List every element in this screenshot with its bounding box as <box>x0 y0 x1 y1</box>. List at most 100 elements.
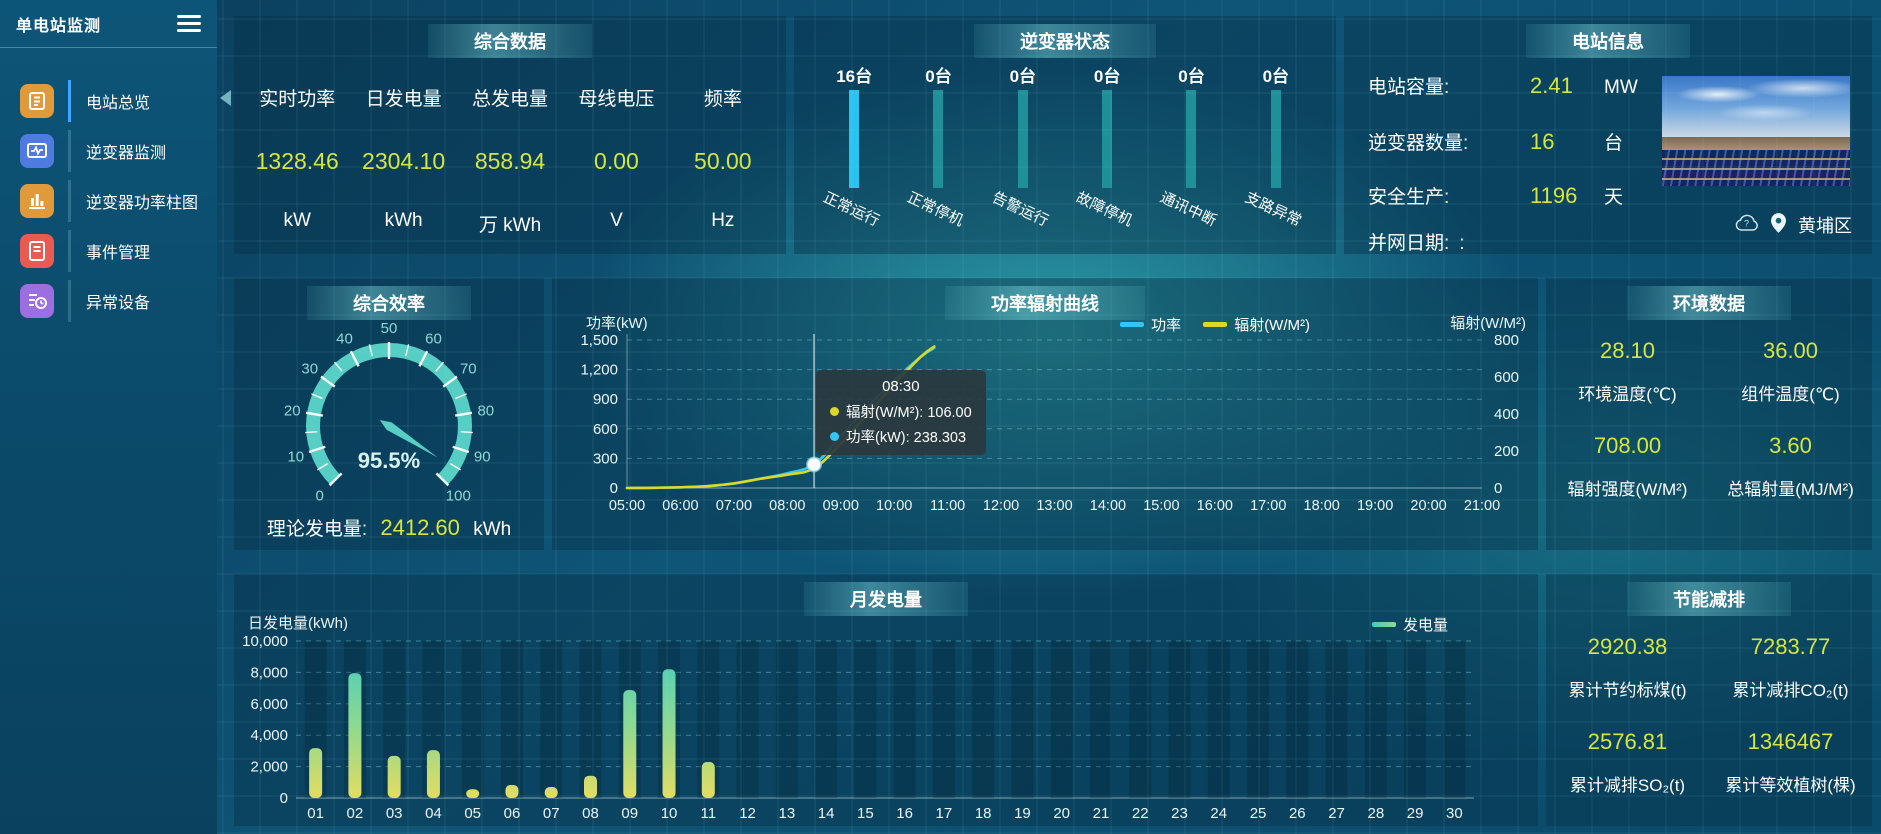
metric-unit: kW <box>283 210 311 231</box>
left-axis-tick-label: 1,200 <box>580 362 618 379</box>
sidebar-item-event-management[interactable]: 事件管理 <box>0 226 217 276</box>
category-shadow-band <box>1443 641 1466 798</box>
gauge-tick-label: 50 <box>381 320 398 337</box>
sidebar-item-inverter-monitor[interactable]: 逆变器监测 <box>0 126 217 176</box>
efficiency-gauge-chart[interactable]: 0 10 20 30 40 50 60 70 80 90 100 95.5% <box>234 308 544 512</box>
x-axis-tick-label: 13:00 <box>1036 498 1072 514</box>
category-shadow-band <box>1247 641 1270 798</box>
gauge-tick <box>454 411 473 417</box>
gauge-tick <box>320 375 336 388</box>
sidebar-item-label: 事件管理 <box>68 230 150 272</box>
y-axis-tick-label: 8,000 <box>250 664 288 681</box>
gauge-tick <box>308 445 326 454</box>
curve-legend: 功率 辐射(W/M²) <box>1120 314 1310 335</box>
sidebar-item-abnormal-device[interactable]: 异常设备 <box>0 276 217 326</box>
x-axis-tick-label: 12 <box>739 805 756 822</box>
collapse-panel-arrow[interactable] <box>220 90 231 106</box>
gauge-tick <box>460 430 473 434</box>
metric-unit: Hz <box>711 210 735 231</box>
inverter-count: 0台 <box>1009 67 1037 86</box>
saving-label: 累计减排CO₂(t) <box>1732 681 1849 700</box>
x-axis-tick-label: 29 <box>1407 805 1424 822</box>
summary-metric: 母线电压 0.00 V <box>563 62 669 246</box>
x-axis-tick-label: 10 <box>661 805 678 822</box>
station-row-label: 安全生产: <box>1368 187 1450 208</box>
right-axis-tick-label: 0 <box>1494 480 1502 497</box>
x-axis-tick-label: 30 <box>1446 805 1463 822</box>
theory-generation-unit: kWh <box>473 519 512 540</box>
sidebar: 单电站监测 电站总览 逆变器监测 逆变器功率柱图 事件管理 异常设备 <box>0 0 217 834</box>
power-radiation-line-chart[interactable]: 0 300 600 900 1,200 1,500 0 200 400 600 800 05:00 06… <box>552 278 1538 550</box>
gauge-tick <box>435 361 445 372</box>
panel-title: 综合效率 <box>307 286 471 320</box>
hamburger-menu-icon[interactable] <box>177 15 201 32</box>
right-axis-tick-label: 800 <box>1494 332 1519 349</box>
bar-day-03 <box>387 755 401 798</box>
inverter-count: 0台 <box>1262 67 1290 86</box>
environment-value: 36.00 <box>1762 338 1819 363</box>
x-axis-tick-label: 16:00 <box>1197 498 1233 514</box>
x-axis-tick-label: 08 <box>582 805 599 822</box>
environment-cell: 3.60 总辐射量(MJ/M²) <box>1709 429 1872 500</box>
inverter-status-column: 0台 告警运行 <box>981 56 1065 248</box>
monthly-generation-bar-chart[interactable]: 0 2,000 4,000 6,000 8,000 10,000 01 02 03 04 05 06 0… <box>234 574 1538 826</box>
category-shadow-band <box>932 641 955 798</box>
inverter-status-bar <box>849 90 860 188</box>
weather-cloud-icon[interactable]: ? <box>1735 214 1759 236</box>
x-axis-tick-label: 06:00 <box>662 498 698 514</box>
station-row-value: 16 <box>1530 129 1555 154</box>
inverter-count: 16台 <box>836 67 873 86</box>
x-axis-tick-label: 08:00 <box>769 498 805 514</box>
category-shadow-band <box>1207 641 1230 798</box>
x-axis-tick-label: 17:00 <box>1250 498 1286 514</box>
gauge-tick <box>405 344 410 357</box>
sidebar-item-station-overview[interactable]: 电站总览 <box>0 76 217 126</box>
environment-value: 28.10 <box>1599 338 1656 363</box>
metric-label: 频率 <box>703 89 742 110</box>
x-axis-tick-label: 23 <box>1171 805 1188 822</box>
metric-unit: V <box>610 210 623 231</box>
category-shadow-band <box>854 641 877 798</box>
bar-day-05 <box>466 789 480 798</box>
gauge-tick <box>450 463 461 471</box>
inverter-status-columns: 16台 正常运行 0台 正常停机 0台 告警运行 0台 故障停机 0台 通讯中断 0台 支路异常 <box>812 56 1318 248</box>
x-axis-tick-label: 05:00 <box>609 498 645 514</box>
inverter-status-column: 0台支路异常 <box>1234 56 1318 248</box>
station-info-row: 逆变器数量: 16 台 <box>1368 128 1623 155</box>
panel-title: 电站信息 <box>1526 24 1690 58</box>
saving-cell: 1346467 累计等效植树(棵) <box>1709 725 1872 796</box>
theory-generation-row: 理论发电量: 2412.60 kWh <box>234 514 544 541</box>
energy-saving-grid: 2920.38 累计节约标煤(t) 7283.77 累计减排CO₂(t) 2576.81… <box>1546 630 1872 796</box>
gauge-tick <box>435 472 450 487</box>
sidebar-item-label: 逆变器功率柱图 <box>68 180 198 222</box>
tooltip-time: 08:30 <box>882 378 920 395</box>
inverter-status-label: 支路异常 <box>1242 189 1304 230</box>
saving-cell: 2920.38 累计节约标煤(t) <box>1546 630 1709 701</box>
inverter-status-label: 通讯中断 <box>1157 189 1220 230</box>
x-axis-tick-label: 10:00 <box>876 498 912 514</box>
legend-item-0[interactable]: 功率 <box>1120 314 1181 335</box>
sidebar-item-inverter-power-bars[interactable]: 逆变器功率柱图 <box>0 176 217 226</box>
svg-text:?: ? <box>1744 219 1749 229</box>
summary-metrics: 实时功率 1328.46 kW 日发电量 2304.10 kWh 总发电量 858.94 万 k… <box>244 62 776 246</box>
x-axis-tick-label: 01 <box>307 805 324 822</box>
theory-generation-value: 2412.60 <box>380 515 460 540</box>
bar-legend: 发电量 <box>1371 614 1448 635</box>
hover-marker <box>806 456 823 473</box>
x-axis-tick-label: 17 <box>936 805 953 822</box>
inverter-monitor-icon <box>20 134 54 168</box>
metric-unit: 万 kWh <box>478 215 542 236</box>
gauge-tick-label: 10 <box>287 448 304 465</box>
panel-inverter-status: 逆变器状态 16台 正常运行 0台 正常停机 0台 告警运行 0台 故障停机 0台 通讯中断 0台支… <box>794 16 1336 254</box>
inverter-power-bars-icon <box>20 184 54 218</box>
tooltip-series-dot <box>830 432 839 441</box>
legend-item-generation[interactable]: 发电量 <box>1371 614 1448 635</box>
legend-item-1[interactable]: 辐射(W/M²) <box>1203 314 1310 335</box>
environment-value: 708.00 <box>1593 433 1662 458</box>
right-axis-tick-label: 200 <box>1494 443 1519 460</box>
summary-metric: 日发电量 2304.10 kWh <box>350 62 456 246</box>
bar-day-07 <box>544 787 558 798</box>
tooltip-item-text: 辐射(W/M²): 106.00 <box>846 405 972 421</box>
sidebar-item-label: 电站总览 <box>68 80 150 122</box>
x-axis-tick-label: 12:00 <box>983 498 1019 514</box>
